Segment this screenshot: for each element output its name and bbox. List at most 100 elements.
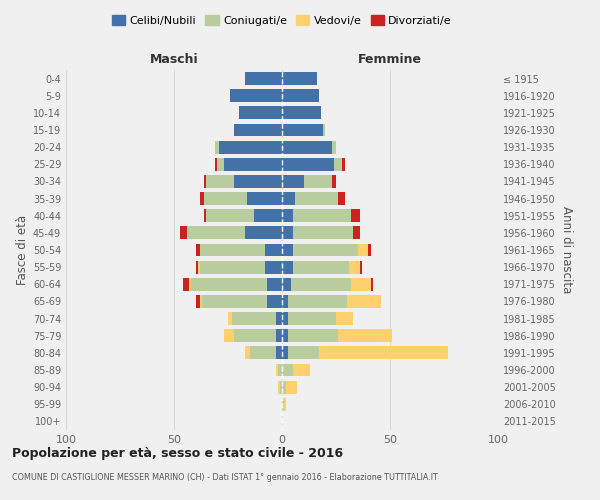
Bar [235, 124, 282, 136]
Bar [278, 380, 280, 394]
Bar [206, 175, 235, 188]
Bar [338, 192, 344, 205]
Bar [275, 346, 282, 360]
Bar [332, 140, 336, 153]
Bar [284, 398, 286, 410]
Bar [360, 260, 362, 274]
Bar [368, 244, 371, 256]
Bar [230, 90, 282, 102]
Bar [200, 260, 265, 274]
Text: COMUNE DI CASTIGLIONE MESSER MARINO (CH) - Dati ISTAT 1° gennaio 2016 - Elaboraz: COMUNE DI CASTIGLIONE MESSER MARINO (CH)… [12, 472, 438, 482]
Y-axis label: Anni di nascita: Anni di nascita [560, 206, 573, 294]
Bar [215, 158, 217, 170]
Bar [290, 278, 351, 290]
Bar [250, 346, 275, 360]
Bar [282, 192, 295, 205]
Bar [289, 312, 336, 325]
Bar [202, 295, 267, 308]
Bar [293, 226, 353, 239]
Bar [282, 278, 290, 290]
Bar [196, 295, 200, 308]
Text: Popolazione per età, sesso e stato civile - 2016: Popolazione per età, sesso e stato civil… [12, 448, 343, 460]
Bar [200, 192, 204, 205]
Bar [282, 210, 293, 222]
Bar [181, 226, 187, 239]
Bar [286, 380, 297, 394]
Bar [224, 158, 282, 170]
Bar [371, 278, 373, 290]
Bar [232, 312, 275, 325]
Bar [206, 210, 254, 222]
Bar [200, 295, 202, 308]
Bar [224, 330, 235, 342]
Bar [282, 380, 286, 394]
Bar [336, 312, 353, 325]
Bar [235, 330, 275, 342]
Legend: Celibi/Nubili, Coniugati/e, Vedovi/e, Divorziati/e: Celibi/Nubili, Coniugati/e, Vedovi/e, Di… [107, 10, 457, 30]
Bar [343, 158, 344, 170]
Bar [247, 192, 282, 205]
Bar [351, 278, 371, 290]
Bar [191, 278, 267, 290]
Bar [198, 260, 200, 274]
Bar [353, 226, 360, 239]
Bar [289, 330, 338, 342]
Bar [334, 158, 343, 170]
Bar [323, 124, 325, 136]
Bar [196, 244, 200, 256]
Bar [267, 278, 282, 290]
Bar [282, 295, 289, 308]
Bar [265, 244, 282, 256]
Text: Femmine: Femmine [358, 53, 422, 66]
Bar [282, 106, 321, 120]
Bar [189, 278, 191, 290]
Bar [282, 226, 293, 239]
Bar [275, 312, 282, 325]
Bar [254, 210, 282, 222]
Bar [220, 140, 282, 153]
Bar [319, 346, 448, 360]
Bar [282, 90, 319, 102]
Bar [293, 210, 351, 222]
Bar [282, 175, 304, 188]
Bar [282, 244, 293, 256]
Bar [182, 278, 189, 290]
Bar [282, 312, 289, 325]
Bar [338, 330, 392, 342]
Bar [275, 364, 278, 376]
Bar [187, 226, 245, 239]
Bar [289, 295, 347, 308]
Bar [280, 380, 282, 394]
Bar [278, 364, 282, 376]
Bar [204, 175, 206, 188]
Bar [358, 244, 368, 256]
Bar [332, 175, 336, 188]
Bar [275, 330, 282, 342]
Bar [295, 192, 338, 205]
Bar [282, 364, 293, 376]
Bar [196, 260, 198, 274]
Bar [239, 106, 282, 120]
Text: Maschi: Maschi [149, 53, 199, 66]
Bar [215, 140, 220, 153]
Bar [282, 330, 289, 342]
Bar [228, 312, 232, 325]
Bar [351, 210, 360, 222]
Bar [204, 192, 247, 205]
Bar [289, 346, 319, 360]
Bar [282, 140, 332, 153]
Bar [245, 346, 250, 360]
Bar [282, 72, 317, 85]
Bar [245, 72, 282, 85]
Bar [282, 398, 284, 410]
Bar [265, 260, 282, 274]
Bar [293, 260, 349, 274]
Bar [282, 124, 323, 136]
Bar [245, 226, 282, 239]
Bar [204, 210, 206, 222]
Bar [293, 364, 310, 376]
Bar [235, 175, 282, 188]
Bar [349, 260, 360, 274]
Bar [267, 295, 282, 308]
Bar [282, 260, 293, 274]
